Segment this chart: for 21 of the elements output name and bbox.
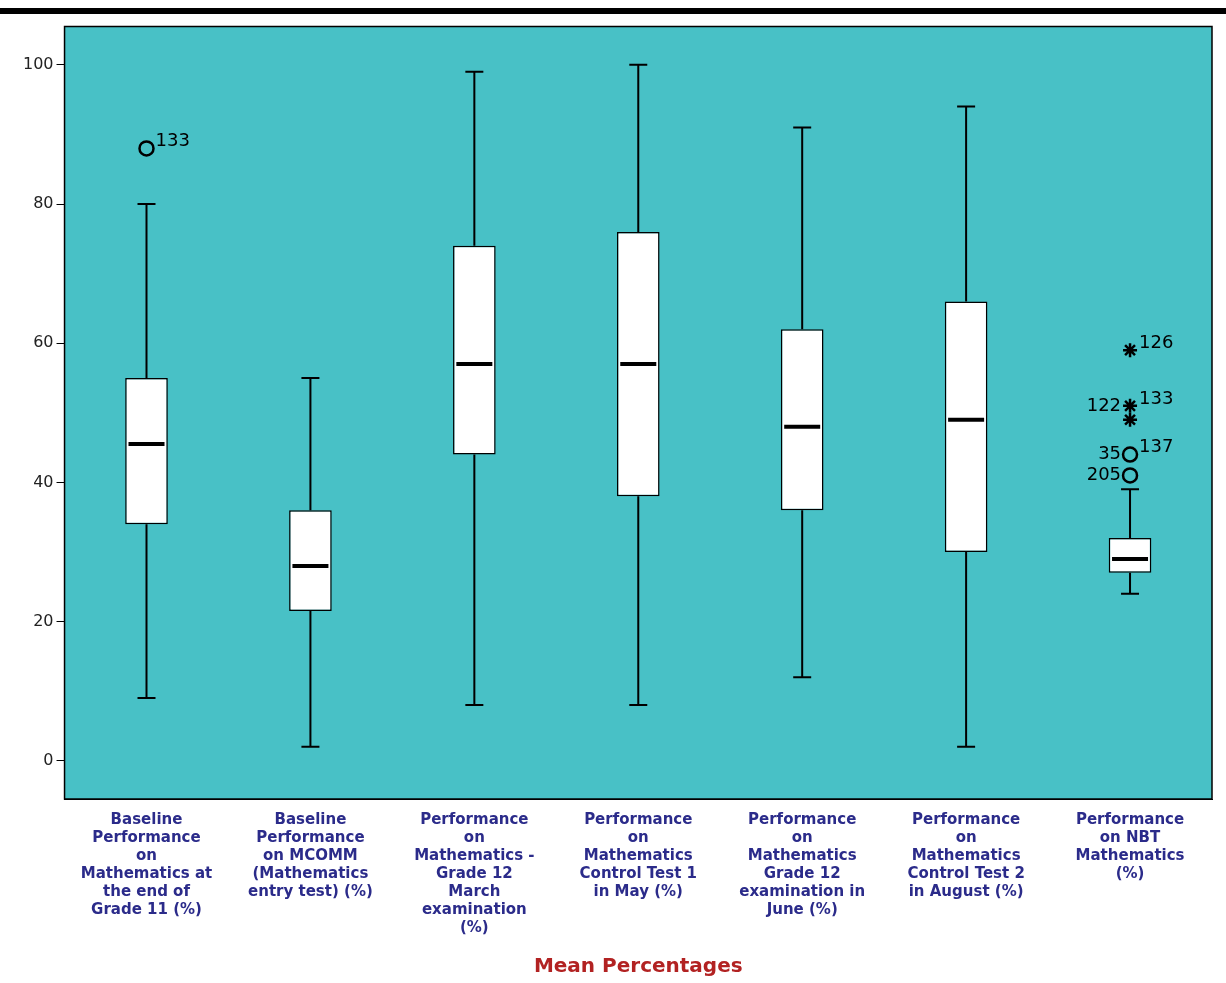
- x-tick-label: Baseline Performance on Mathematics at the end of Grade 11 (%): [80, 809, 213, 918]
- x-tick-label: Performance on NBT Mathematics (%): [1075, 809, 1185, 882]
- annotation: 122: [1086, 393, 1122, 415]
- x-tick-label: Performance on Mathematics Control Test 1 in May (%): [579, 809, 697, 900]
- x-tick-label: Baseline Performance on MCOMM (Mathematics entry test) (%): [248, 809, 373, 900]
- y-tick-label: 20: [33, 610, 54, 630]
- x-tick-label: Performance on Mathematics - Grade 12 March examination (%): [414, 809, 535, 936]
- annotation: 133: [155, 129, 190, 151]
- annotation: 205: [1086, 463, 1122, 485]
- y-tick-label: 0: [43, 749, 54, 769]
- annotation: 137: [1139, 435, 1174, 457]
- annotation: 133: [1139, 386, 1174, 408]
- y-tick-label: 100: [22, 54, 54, 74]
- y-tick-label: 60: [33, 332, 54, 352]
- annotation: 35: [1098, 442, 1122, 464]
- y-tick-label: 80: [33, 193, 54, 213]
- x-tick-label: Performance on Mathematics Control Test 2 in August (%): [907, 809, 1025, 900]
- x-axis-title: Mean Percentages: [533, 953, 743, 978]
- annotation: 126: [1139, 330, 1174, 352]
- x-tick-label: Performance on Mathematics Grade 12 examination in June (%): [739, 809, 866, 918]
- y-tick-label: 40: [33, 471, 54, 491]
